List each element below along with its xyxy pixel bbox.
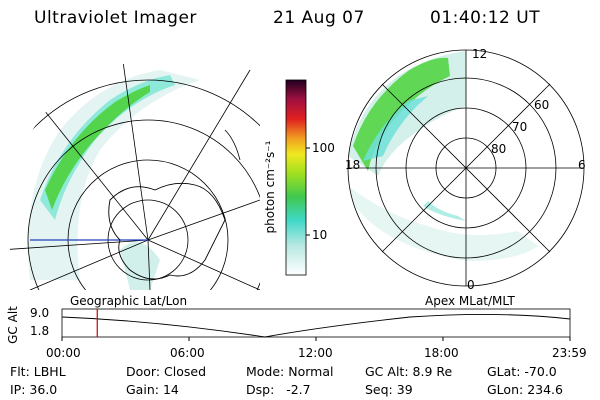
timeline-ytick-high: 9.0 [30,306,50,320]
aurora-green-band [45,85,150,210]
status-mode: Mode: Normal [246,364,334,379]
geographic-map [10,60,260,290]
lat-label-70: 70 [512,120,528,134]
status-seq: Seq: 39 [365,382,413,397]
timeline-ytick-low: 1.8 [30,324,50,338]
status-glat: GLat: -70.0 [487,364,557,379]
lat-label-60: 60 [534,98,550,112]
status-gc-alt: GC Alt: 8.9 Re [365,364,453,379]
mlt-label-12: 12 [472,47,488,61]
time-label: 01:40:12 UT [430,8,541,28]
mlt-label-6: 6 [578,158,586,172]
timeline-plot [61,308,571,341]
colorbar [285,79,310,276]
status-dsp: Dsp: -2.7 [246,382,311,397]
timeline-y-label: GC Alt [5,306,20,344]
status-ip: IP: 36.0 [10,382,58,397]
lat-label-80: 80 [491,142,507,156]
instrument-title: Ultraviolet Imager [34,8,197,28]
aurora-faint-region [28,70,200,280]
timeline-xtick-1800: 18:00 [424,346,459,360]
coastline [108,182,226,280]
colorbar-tick-10: 10 [312,228,328,242]
date-label: 21 Aug 07 [273,8,365,28]
status-flt: Flt: LBHL [10,364,66,379]
polar-plot [347,49,585,287]
timeline-right-caption: Apex MLat/MLT [425,294,515,308]
colorbar-tick-100: 100 [312,141,335,155]
timeline-xtick-0600: 06:00 [170,346,205,360]
timeline-xtick-2359: 23:59 [552,346,587,360]
timeline-xtick-1200: 12:00 [298,346,333,360]
mlt-label-18: 18 [345,158,361,172]
status-door: Door: Closed [126,364,207,379]
altitude-curve [61,313,571,338]
status-gain: Gain: 14 [126,382,179,397]
mlt-label-0: 0 [467,278,475,292]
colorbar-unit-label: photon cm⁻²s⁻¹ [263,140,277,234]
timeline-xtick-0000: 00:00 [46,346,81,360]
status-glon: GLon: 234.6 [487,382,563,397]
timeline-left-caption: Geographic Lat/Lon [70,294,188,308]
